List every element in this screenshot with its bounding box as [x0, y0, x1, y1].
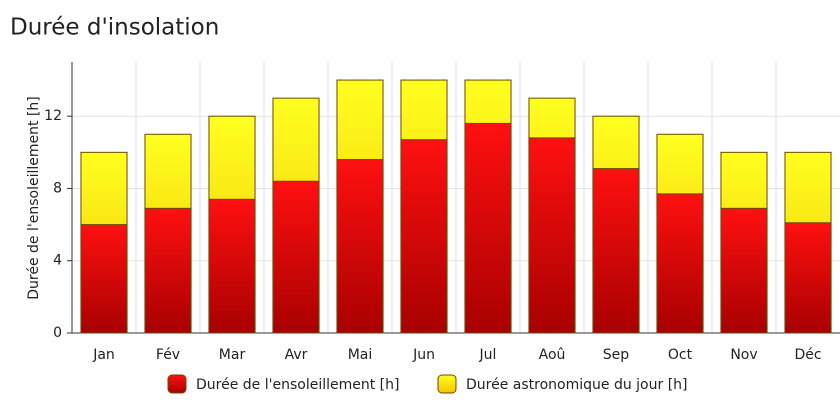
y-tick-label: 0 [53, 325, 62, 341]
x-tick-label: Avr [285, 347, 308, 363]
bar [80, 224, 128, 334]
y-tick-label: 12 [44, 108, 62, 124]
x-tick-label: Jan [92, 347, 115, 363]
chart-title: Durée d'insolation [10, 15, 219, 41]
x-tick-label: Mai [348, 347, 373, 363]
legend-label: Durée astronomique du jour [h] [466, 377, 687, 393]
x-tick-label: Fév [156, 347, 180, 363]
bar [272, 180, 320, 334]
legend-swatch [437, 374, 457, 394]
x-tick-label: Jul [479, 347, 497, 363]
bar [400, 139, 448, 334]
bar [720, 207, 768, 334]
x-tick-label: Oct [668, 347, 693, 363]
bar [784, 222, 832, 334]
bar [336, 159, 384, 334]
x-tick-label: Jun [412, 347, 435, 363]
bar [464, 122, 512, 334]
y-tick-label: 8 [53, 180, 62, 196]
y-axis-label: Durée de l'ensoleillement [h] [26, 96, 42, 299]
x-tick-label: Déc [794, 347, 821, 363]
bar [592, 168, 640, 334]
x-tick-label: Nov [730, 347, 757, 363]
legend-label: Durée de l'ensoleillement [h] [196, 377, 399, 393]
x-tick-label: Aoû [539, 347, 566, 363]
y-tick-label: 4 [53, 253, 62, 269]
x-tick-label: Mar [219, 347, 246, 363]
x-tick-label: Sep [603, 347, 630, 363]
bar [144, 207, 192, 334]
bar [208, 198, 256, 334]
bar [528, 137, 576, 334]
bar [656, 193, 704, 334]
legend-swatch [167, 374, 187, 394]
